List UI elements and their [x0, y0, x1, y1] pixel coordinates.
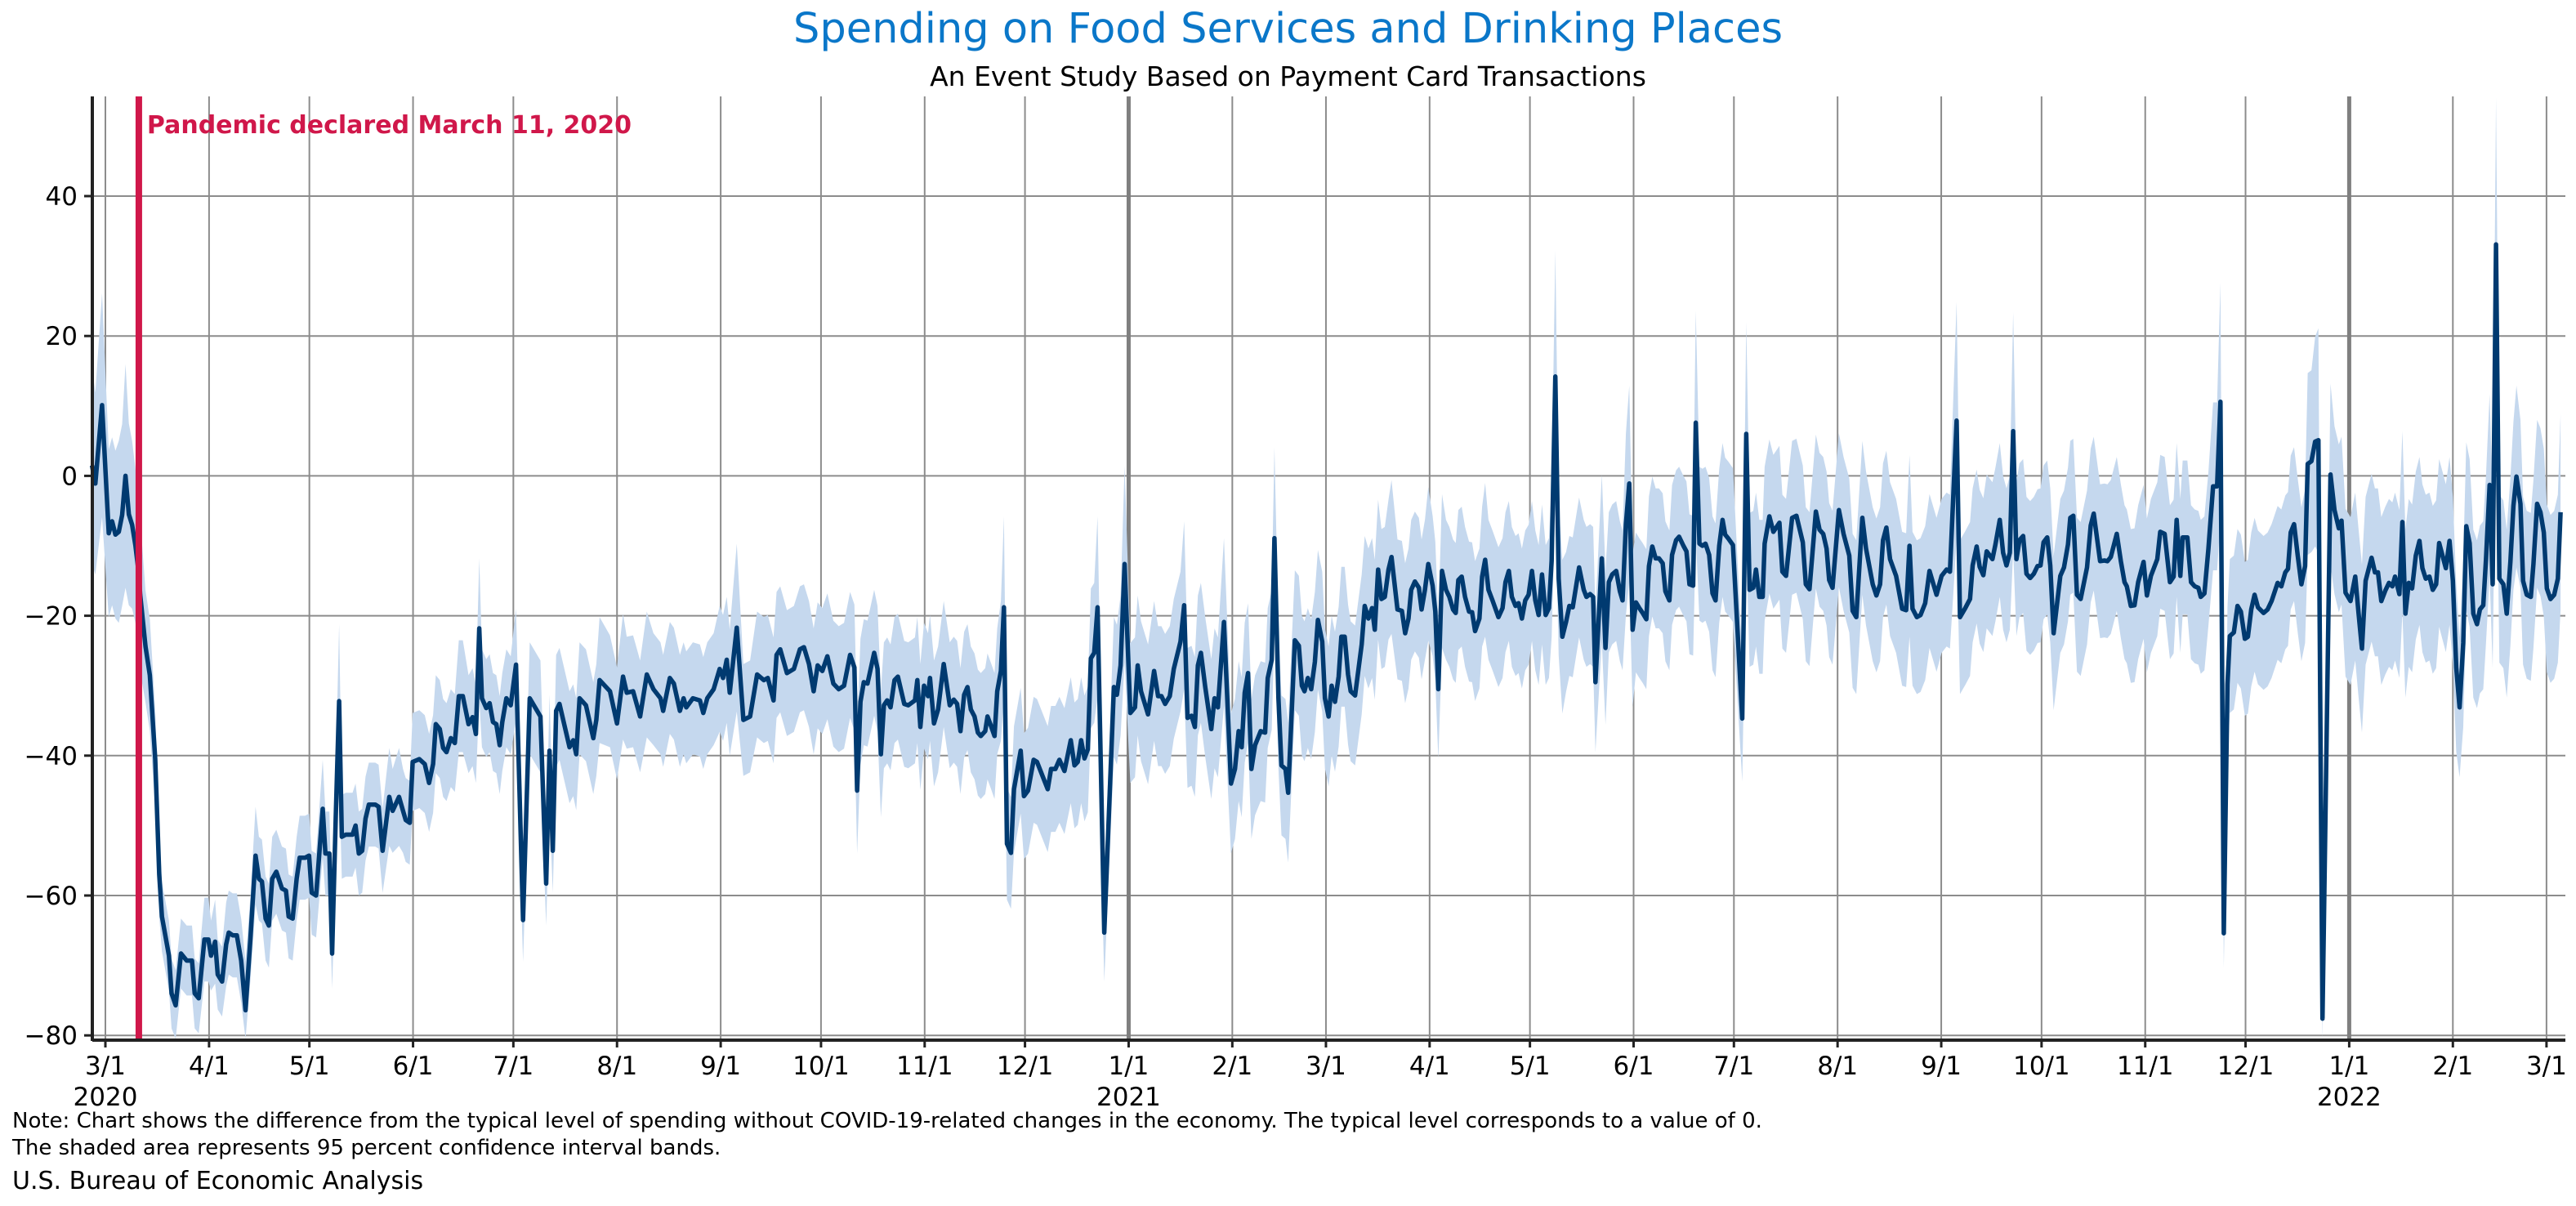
y-tick-label: −20 — [25, 602, 78, 632]
x-tick-label: 6/1 — [393, 1052, 434, 1081]
series-layer — [89, 242, 2563, 1021]
y-tick-label: −60 — [25, 882, 78, 911]
y-tick-label: 40 — [46, 182, 78, 212]
x-tick-label: 5/1 — [1510, 1052, 1551, 1081]
x-tick-label: 1/1 — [2328, 1052, 2369, 1081]
x-tick-label: 2/1 — [2432, 1052, 2473, 1081]
confidence-interval-band — [92, 97, 2561, 1039]
chart-note-line-1: Note: Chart shows the difference from th… — [12, 1109, 1762, 1133]
x-tick-label: 7/1 — [1713, 1052, 1754, 1081]
x-tick-label: 7/1 — [493, 1052, 534, 1081]
source-label: U.S. Bureau of Economic Analysis — [12, 1167, 424, 1195]
x-tick-label: 12/1 — [2217, 1052, 2275, 1081]
x-tick-label: 12/1 — [997, 1052, 1054, 1081]
x-tick-label: 11/1 — [2117, 1052, 2174, 1081]
y-tick-label: −40 — [25, 742, 78, 771]
x-year-label: 2020 — [74, 1083, 138, 1112]
spending-line — [89, 242, 2563, 1021]
confidence-band-layer — [92, 97, 2561, 1039]
x-tick-label: 2/1 — [1212, 1052, 1252, 1081]
x-tick-label: 8/1 — [596, 1052, 637, 1081]
x-tick-label: 5/1 — [289, 1052, 330, 1081]
chart-title: Spending on Food Services and Drinking P… — [792, 5, 1784, 53]
x-tick-label: 4/1 — [1409, 1052, 1450, 1081]
x-year-label: 2022 — [2317, 1083, 2382, 1112]
x-year-label: 2021 — [1096, 1083, 1161, 1112]
y-tick-label: 0 — [61, 462, 78, 491]
x-tick-label: 3/1 — [85, 1052, 126, 1081]
x-tick-label: 4/1 — [189, 1052, 230, 1081]
x-tick-label: 11/1 — [896, 1052, 953, 1081]
x-tick-label: 3/1 — [1306, 1052, 1346, 1081]
x-tick-label: 8/1 — [1817, 1052, 1858, 1081]
chart-note-line-2: The shaded area represents 95 percent co… — [12, 1136, 721, 1160]
x-tick-label: 9/1 — [1921, 1052, 1962, 1081]
x-tick-label: 1/1 — [1109, 1052, 1150, 1081]
x-tick-label: 9/1 — [700, 1052, 741, 1081]
x-tick-label: 10/1 — [792, 1052, 850, 1081]
chart-subtitle: An Event Study Based on Payment Card Tra… — [930, 60, 1646, 92]
x-tick-label: 3/1 — [2526, 1052, 2567, 1081]
x-tick-label: 6/1 — [1614, 1052, 1654, 1081]
x-tick-label: 10/1 — [2013, 1052, 2070, 1081]
y-tick-label: 20 — [46, 322, 78, 351]
y-tick-label: −80 — [25, 1021, 78, 1051]
pandemic-annotation-label: Pandemic declared March 11, 2020 — [147, 111, 632, 140]
annotation-layer: Pandemic declared March 11, 2020 — [135, 96, 632, 1039]
